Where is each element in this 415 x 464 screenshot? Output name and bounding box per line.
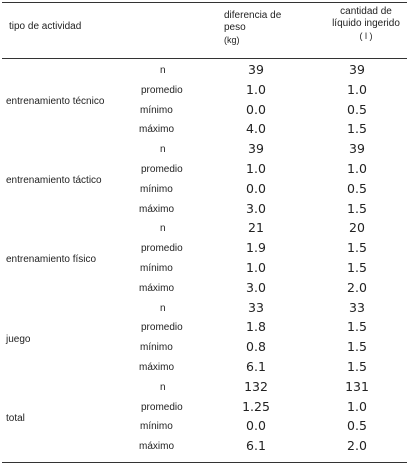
liquid-value: 2.0 bbox=[347, 279, 367, 295]
header-liquid-line1: cantidad de bbox=[340, 6, 392, 17]
liquid-value: 1.5 bbox=[347, 319, 367, 335]
weight-value: 21 bbox=[248, 220, 264, 236]
header-weight-difference: diferencia de peso (kg) bbox=[224, 10, 314, 46]
stat-label: n bbox=[160, 381, 166, 393]
stat-label: promedio bbox=[141, 84, 183, 96]
header-rule bbox=[2, 58, 407, 59]
stat-label: n bbox=[160, 144, 166, 156]
header-liquid-ingested: cantidad de líquido ingerido ( l ) bbox=[326, 6, 406, 42]
stat-label: máximo bbox=[139, 441, 175, 453]
stat-label: promedio bbox=[141, 401, 183, 413]
weight-value: 1.9 bbox=[246, 240, 266, 256]
stat-label: n bbox=[160, 65, 166, 76]
liquid-value: 131 bbox=[345, 378, 369, 394]
group-label: juego bbox=[6, 333, 31, 345]
weight-value: 6.1 bbox=[246, 359, 266, 374]
stat-label: mínimo bbox=[140, 263, 173, 274]
weight-value: 39 bbox=[248, 62, 264, 77]
header-activity-type: tipo de actividad bbox=[9, 21, 82, 32]
weight-value: 33 bbox=[248, 299, 264, 315]
liquid-value: 1.5 bbox=[347, 260, 367, 275]
liquid-value: 1.5 bbox=[347, 121, 367, 137]
weight-value: 6.1 bbox=[246, 438, 266, 454]
liquid-value: 1.5 bbox=[347, 359, 367, 374]
liquid-value: 1.5 bbox=[347, 240, 367, 256]
liquid-value: 0.5 bbox=[347, 101, 367, 117]
weight-value: 1.0 bbox=[246, 81, 266, 97]
header-liquid-line2: líquido ingerido bbox=[332, 18, 400, 29]
stat-label: máximo bbox=[139, 124, 175, 136]
group-label: total bbox=[6, 412, 25, 424]
liquid-value: 33 bbox=[349, 299, 365, 315]
liquid-value: 1.5 bbox=[347, 339, 367, 355]
stat-label: mínimo bbox=[140, 104, 173, 116]
weight-value: 0.0 bbox=[246, 101, 266, 117]
stat-label: promedio bbox=[141, 164, 183, 175]
weight-value: 1.8 bbox=[246, 319, 266, 335]
stat-label: mínimo bbox=[140, 421, 173, 433]
weight-value: 39 bbox=[248, 141, 264, 157]
stat-label: promedio bbox=[141, 322, 183, 334]
weight-value: 3.0 bbox=[246, 200, 266, 216]
header-liquid-unit: ( l ) bbox=[359, 31, 373, 41]
weight-value: 1.0 bbox=[246, 260, 266, 275]
top-rule bbox=[2, 2, 407, 3]
bottom-rule bbox=[2, 462, 407, 463]
weight-value: 0.0 bbox=[246, 180, 266, 196]
stat-label: n bbox=[160, 223, 166, 235]
liquid-value: 39 bbox=[349, 141, 365, 157]
weight-value: 0.0 bbox=[246, 418, 266, 434]
header-weight-unit: (kg) bbox=[224, 35, 240, 45]
group-label: entrenamiento táctico bbox=[6, 175, 102, 187]
liquid-value: 1.0 bbox=[347, 81, 367, 97]
liquid-value: 1.0 bbox=[347, 161, 367, 176]
liquid-value: 0.5 bbox=[347, 418, 367, 434]
weight-value: 1.0 bbox=[246, 161, 266, 176]
liquid-value: 20 bbox=[349, 220, 365, 236]
stat-label: máximo bbox=[139, 203, 175, 215]
stat-label: mínimo bbox=[140, 183, 173, 195]
weight-value: 0.8 bbox=[246, 339, 266, 355]
stat-label: máximo bbox=[139, 362, 175, 373]
liquid-value: 1.5 bbox=[347, 200, 367, 216]
weight-value: 3.0 bbox=[246, 279, 266, 295]
liquid-value: 0.5 bbox=[347, 180, 367, 196]
liquid-value: 39 bbox=[349, 62, 365, 77]
stat-label: n bbox=[160, 302, 166, 314]
weight-value: 1.25 bbox=[242, 398, 270, 414]
liquid-value: 1.0 bbox=[347, 398, 367, 414]
liquid-value: 2.0 bbox=[347, 438, 367, 454]
header-weight-line1: diferencia de bbox=[224, 10, 282, 21]
group-label: entrenamiento físico bbox=[6, 254, 97, 266]
header-weight-line2: peso bbox=[224, 22, 246, 33]
weight-value: 4.0 bbox=[246, 121, 266, 137]
stat-label: máximo bbox=[139, 282, 175, 294]
weight-value: 132 bbox=[244, 378, 268, 394]
group-label: entrenamiento técnico bbox=[6, 96, 105, 107]
stat-label: mínimo bbox=[140, 342, 173, 354]
stat-label: promedio bbox=[141, 243, 183, 255]
